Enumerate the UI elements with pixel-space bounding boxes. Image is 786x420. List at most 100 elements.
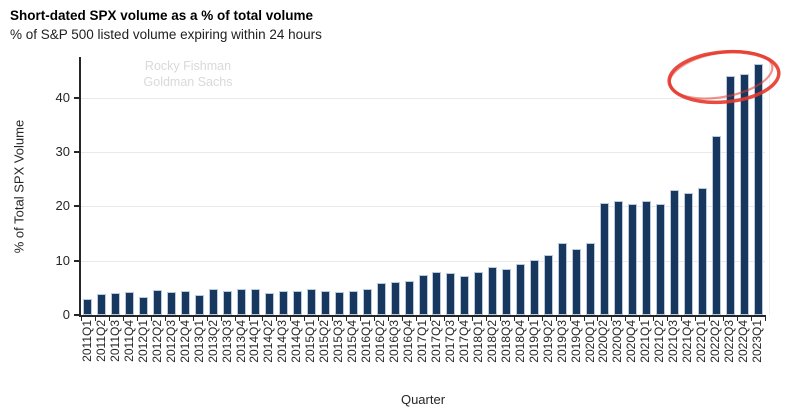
bar-2021Q1	[641, 201, 651, 315]
x-tick	[653, 317, 655, 321]
x-tick	[723, 317, 725, 321]
y-tick-label-30: 30	[55, 144, 70, 160]
bar-2012Q1	[139, 297, 149, 315]
bar-2011Q2	[97, 294, 107, 315]
x-tick	[234, 317, 236, 321]
x-tick	[555, 317, 557, 321]
bar-2016Q2	[376, 283, 386, 315]
bar-2020Q1	[586, 243, 595, 315]
x-tick	[569, 317, 571, 321]
x-tick	[737, 317, 739, 321]
bar-2023Q1	[753, 64, 763, 315]
bar-2011Q3	[111, 293, 121, 315]
watermark-line2: Goldman Sachs	[143, 75, 233, 89]
bar-2014Q3	[278, 291, 288, 315]
plot-right-border	[769, 57, 770, 315]
x-tick-label-2017Q1: 2017Q1	[415, 320, 429, 363]
bar-2014Q2	[264, 293, 274, 315]
x-tick	[499, 317, 501, 321]
x-tick	[220, 317, 222, 321]
x-tick	[443, 317, 445, 321]
x-tick	[471, 317, 473, 321]
x-tick	[513, 317, 515, 321]
gridline-20	[81, 206, 765, 208]
bar-2022Q3	[725, 76, 735, 315]
x-tick	[276, 317, 278, 321]
bar-2017Q4	[460, 276, 470, 315]
x-tick-label-2016Q3: 2016Q3	[387, 320, 402, 363]
x-tick-label-2012Q2: 2012Q2	[149, 320, 164, 363]
x-tick	[332, 317, 334, 321]
x-tick	[81, 317, 82, 321]
bar-2022Q2	[711, 136, 721, 315]
x-tick	[94, 317, 96, 321]
bar-2016Q1	[362, 289, 372, 315]
bar-2018Q1	[474, 272, 484, 315]
x-tick-label-2019Q4: 2019Q4	[568, 320, 583, 363]
x-tick	[136, 317, 138, 321]
bar-2020Q3	[613, 201, 623, 315]
bar-2019Q2	[544, 255, 554, 315]
x-tick-label-2013Q2: 2013Q2	[205, 320, 220, 363]
bar-2017Q3	[446, 273, 456, 315]
bar-2022Q1	[697, 188, 707, 315]
x-tick-label-2012Q1: 2012Q1	[135, 320, 150, 363]
bar-2017Q1	[418, 275, 428, 315]
bar-2022Q4	[739, 74, 749, 315]
x-tick	[108, 317, 110, 321]
x-tick	[457, 317, 459, 321]
x-tick-label-2016Q4: 2016Q4	[401, 320, 416, 363]
x-tick	[192, 317, 194, 321]
y-tick-0	[74, 314, 79, 316]
y-tick-label-20: 20	[55, 198, 70, 214]
x-tick-label-2013Q1: 2013Q1	[191, 320, 206, 363]
x-tick-label-2017Q3: 2017Q3	[442, 320, 457, 363]
bar-2015Q3	[334, 292, 344, 315]
x-tick	[597, 317, 599, 321]
y-tick-20	[74, 205, 79, 208]
x-tick	[541, 317, 543, 321]
x-tick	[695, 317, 697, 321]
x-tick-label-2011Q2: 2011Q2	[93, 320, 108, 362]
x-tick	[346, 317, 348, 321]
x-tick-label-2018Q4: 2018Q4	[512, 320, 527, 363]
x-tick-label-2022Q4: 2022Q4	[736, 320, 751, 363]
watermark-line1: Rocky Fishman	[144, 59, 232, 73]
bar-2014Q1	[250, 289, 260, 315]
x-tick	[681, 317, 683, 321]
x-tick-label-2022Q3: 2022Q3	[722, 320, 737, 363]
x-tick	[611, 317, 613, 321]
bar-2018Q3	[502, 269, 512, 315]
bar-2013Q1	[195, 295, 205, 315]
x-tick	[374, 317, 376, 321]
x-tick	[416, 317, 418, 321]
gridline-30	[81, 152, 765, 154]
x-tick	[164, 317, 166, 321]
x-tick	[178, 317, 180, 321]
gridline-40	[81, 97, 765, 99]
x-tick	[583, 317, 585, 321]
bar-2020Q2	[599, 203, 609, 315]
x-tick	[150, 317, 152, 321]
x-tick	[262, 317, 264, 321]
x-tick-label-2023Q1: 2023Q1	[750, 320, 765, 363]
bar-2013Q2	[209, 289, 219, 315]
x-tick-label-2012Q4: 2012Q4	[177, 320, 192, 363]
x-tick	[122, 317, 124, 321]
y-tick-30	[74, 151, 79, 154]
bar-2017Q2	[432, 272, 442, 315]
y-axis-title: % of Total SPX Volume	[11, 119, 27, 254]
chart-subtitle: % of S&P 500 listed volume expiring with…	[10, 27, 322, 42]
x-tick-label-2011Q1: 2011Q1	[79, 320, 94, 362]
gridline-10	[81, 260, 765, 262]
x-tick	[709, 317, 711, 321]
x-tick-label-2016Q2: 2016Q2	[373, 320, 388, 363]
bar-2011Q1	[83, 299, 93, 315]
bar-2014Q4	[292, 291, 302, 315]
bar-2018Q2	[488, 267, 498, 315]
watermark: Rocky Fishman Goldman Sachs	[118, 58, 258, 90]
x-tick-label-2011Q4: 2011Q4	[121, 320, 136, 362]
bar-2016Q4	[404, 281, 414, 315]
bar-2012Q4	[181, 291, 191, 315]
